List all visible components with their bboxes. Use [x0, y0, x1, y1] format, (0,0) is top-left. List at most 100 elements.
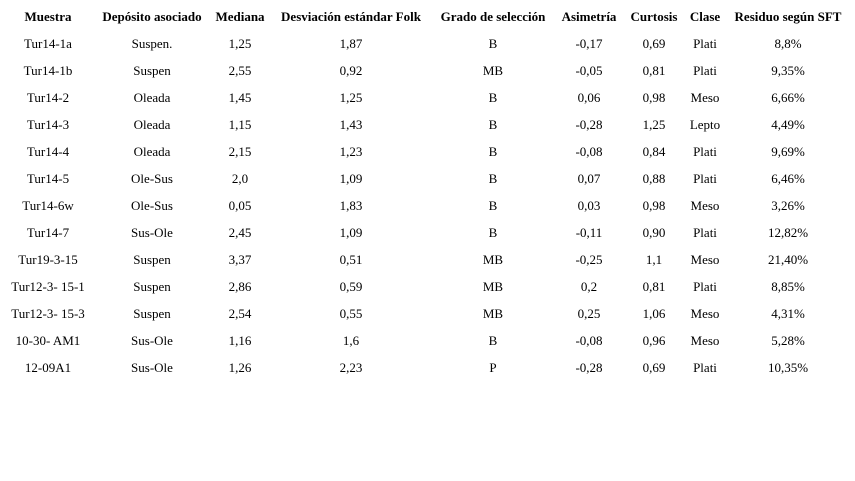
table-cell: B [489, 36, 498, 51]
table-cell: 3,26% [771, 198, 805, 213]
table-cell: 4,49% [771, 117, 805, 132]
table-cell: Lepto [690, 117, 720, 132]
table-cell: MB [483, 306, 504, 321]
table-cell: 0,90 [643, 225, 666, 240]
table-cell: 0,07 [578, 171, 601, 186]
table-cell: P [489, 360, 496, 375]
table-cell: Tur14-7 [27, 225, 70, 240]
table-cell: Oleada [134, 144, 171, 159]
table-cell: 8,8% [774, 36, 801, 51]
table-cell: Plati [693, 279, 717, 294]
table-cell: Tur19-3-15 [18, 252, 77, 267]
table-cell: 10,35% [768, 360, 808, 375]
table-cell: 1,26 [229, 360, 252, 375]
table-cell: 0,59 [340, 279, 363, 294]
table-cell: 0,06 [578, 90, 601, 105]
table-cell: -0,28 [575, 117, 602, 132]
table-cell: Sus-Ole [131, 225, 173, 240]
column-header: Grado de selección [441, 9, 546, 24]
table-cell: Tur14-2 [27, 90, 69, 105]
table-cell: Tur14-3 [27, 117, 69, 132]
table-cell: Tur14-6w [22, 198, 74, 213]
table-cell: 1,87 [340, 36, 363, 51]
table-cell: 0,84 [643, 144, 666, 159]
table-cell: MB [483, 279, 504, 294]
table-cell: 0,05 [229, 198, 252, 213]
table-cell: Suspen [133, 63, 171, 78]
table-cell: 1,25 [229, 36, 252, 51]
table-cell: Oleada [134, 90, 171, 105]
table-cell: 4,31% [771, 306, 805, 321]
table-cell: Sus-Ole [131, 360, 173, 375]
table-cell: Plati [693, 144, 717, 159]
table-cell: 2,86 [229, 279, 252, 294]
table-cell: 0,81 [643, 63, 666, 78]
table-cell: 12-09A1 [25, 360, 71, 375]
table-cell: Tur14-1b [24, 63, 73, 78]
column-header: Clase [690, 9, 721, 24]
table-cell: 0,98 [643, 90, 666, 105]
table-cell: 1,23 [340, 144, 363, 159]
column-header: Residuo según SFT [735, 9, 842, 24]
table-cell: 21,40% [768, 252, 808, 267]
table-cell: 1,25 [340, 90, 363, 105]
table-cell: Ole-Sus [131, 198, 173, 213]
table-cell: 2,23 [340, 360, 363, 375]
table-cell: B [489, 198, 498, 213]
table-cell: Plati [693, 225, 717, 240]
table-cell: 1,83 [340, 198, 363, 213]
table-cell: Plati [693, 63, 717, 78]
column-header: Asimetría [562, 9, 617, 24]
table-cell: -0,25 [575, 252, 602, 267]
table-cell: Suspen. [132, 36, 173, 51]
table-cell: 0,25 [578, 306, 601, 321]
table-cell: 1,09 [340, 225, 363, 240]
table-cell: -0,17 [575, 36, 603, 51]
column-header: Depósito asociado [102, 9, 201, 24]
table-cell: 1,1 [646, 252, 662, 267]
table-cell: 2,45 [229, 225, 252, 240]
table-cell: 1,06 [643, 306, 666, 321]
table-cell: 9,35% [771, 63, 805, 78]
table-cell: Meso [691, 252, 720, 267]
table-cell: Tur14-4 [27, 144, 70, 159]
column-header: Curtosis [631, 9, 678, 24]
table-cell: Tur12-3- 15-1 [11, 279, 85, 294]
table-cell: 0,69 [643, 36, 666, 51]
table-cell: 0,88 [643, 171, 666, 186]
table-cell: Meso [691, 306, 720, 321]
table-cell: 1,09 [340, 171, 363, 186]
table-cell: B [489, 171, 498, 186]
table-cell: 0,98 [643, 198, 666, 213]
table-cell: 2,15 [229, 144, 252, 159]
table-cell: Plati [693, 36, 717, 51]
table-cell: 0,69 [643, 360, 666, 375]
table-cell: B [489, 117, 498, 132]
table-cell: 0,81 [643, 279, 666, 294]
table-cell: B [489, 225, 498, 240]
table-cell: Tur14-5 [27, 171, 69, 186]
column-header: Desviación estándar Folk [281, 9, 422, 24]
table-cell: 2,54 [229, 306, 252, 321]
table-cell: Meso [691, 198, 720, 213]
table-cell: MB [483, 252, 504, 267]
table-cell: Suspen [133, 279, 171, 294]
table-cell: 0,55 [340, 306, 363, 321]
table-cell: 1,25 [643, 117, 666, 132]
table-cell: Tur12-3- 15-3 [11, 306, 85, 321]
table-cell: Ole-Sus [131, 171, 173, 186]
table-cell: 2,55 [229, 63, 252, 78]
table-cell: 0,2 [581, 279, 597, 294]
table-cell: 10-30- AM1 [16, 333, 81, 348]
table-cell: 9,69% [771, 144, 805, 159]
table-cell: 0,92 [340, 63, 363, 78]
table-cell: 0,03 [578, 198, 601, 213]
column-header: Mediana [215, 9, 265, 24]
table-cell: -0,11 [576, 225, 603, 240]
table-cell: -0,28 [575, 360, 602, 375]
table-cell: -0,05 [575, 63, 602, 78]
table-cell: -0,08 [575, 333, 602, 348]
table-cell: Oleada [134, 117, 171, 132]
